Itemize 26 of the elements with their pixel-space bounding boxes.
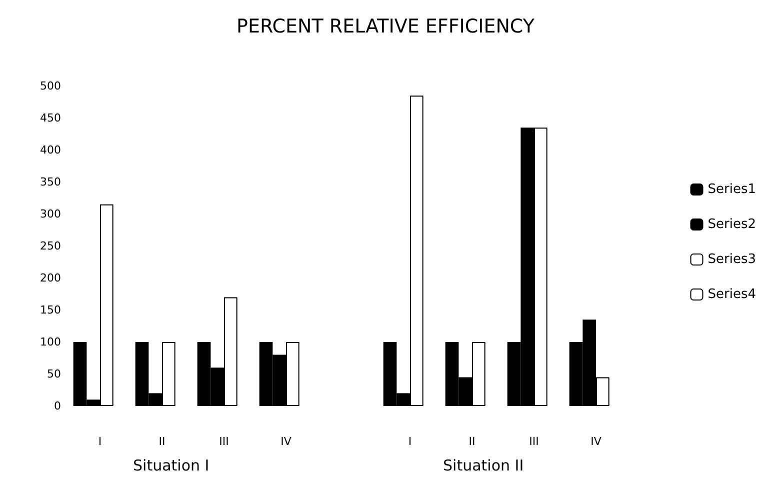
y-tick-label: 400 bbox=[40, 144, 61, 156]
chart-title: PERCENT RELATIVE EFFICIENCY bbox=[236, 16, 535, 38]
legend-label: Series4 bbox=[708, 287, 756, 302]
x-tick-label: I bbox=[408, 435, 412, 448]
y-tick-label: 100 bbox=[40, 336, 61, 348]
text: Situation I bbox=[133, 456, 210, 474]
y-tick-label: 500 bbox=[40, 80, 61, 92]
y-tick-label: 300 bbox=[40, 208, 61, 220]
x-tick-label: IV bbox=[590, 435, 602, 448]
y-tick-label: 50 bbox=[47, 368, 61, 380]
text: Situation II bbox=[443, 456, 524, 474]
legend-label: Series1 bbox=[708, 182, 756, 197]
x-tick-label: III bbox=[529, 435, 539, 448]
x-tick-label: II bbox=[468, 435, 476, 448]
x-tick-label: III bbox=[219, 435, 229, 448]
y-tick-label: 0 bbox=[54, 400, 61, 412]
x-tick-label: II bbox=[158, 435, 166, 448]
y-tick-label: 450 bbox=[40, 112, 61, 124]
legend-label: Series2 bbox=[708, 217, 756, 232]
y-tick-label: 150 bbox=[40, 304, 61, 316]
legend-label: Series3 bbox=[708, 252, 756, 267]
y-tick-label: 250 bbox=[40, 240, 61, 252]
y-tick-label: 200 bbox=[40, 272, 61, 284]
x-tick-label: IV bbox=[280, 435, 292, 448]
x-tick-label: I bbox=[98, 435, 102, 448]
y-tick-label: 350 bbox=[40, 176, 61, 188]
